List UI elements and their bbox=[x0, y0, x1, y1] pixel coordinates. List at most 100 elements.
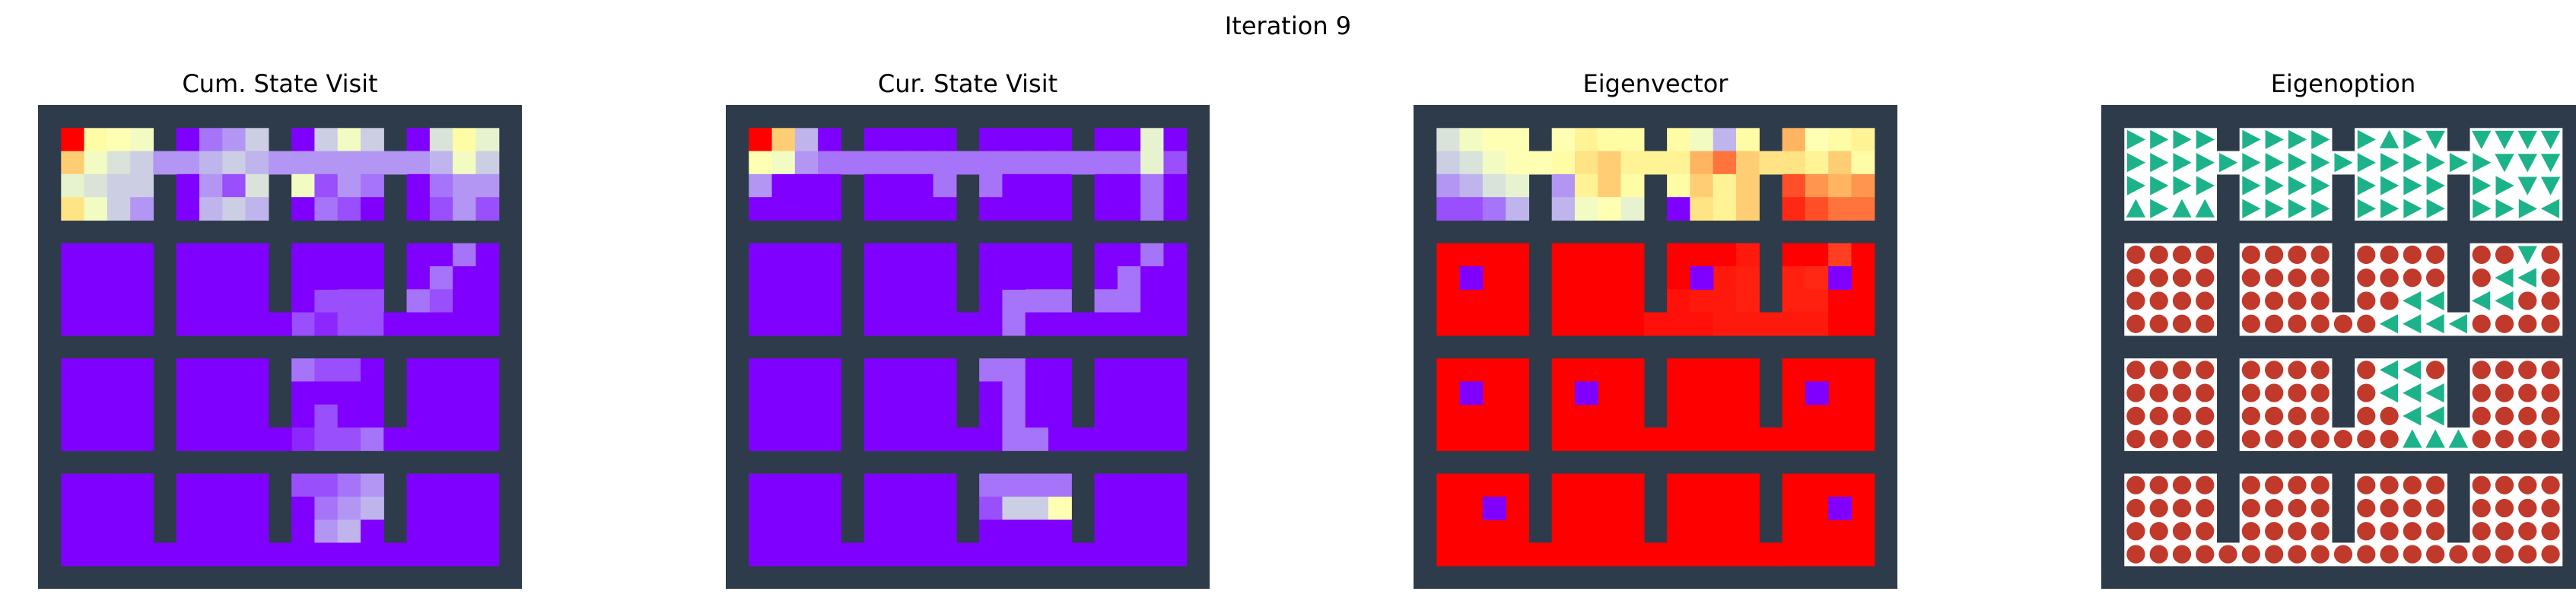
heatmap-cell bbox=[1851, 312, 1875, 336]
action-arrow-mark bbox=[2426, 152, 2445, 173]
heatmap-cell bbox=[453, 197, 477, 221]
heatmap-cell bbox=[245, 381, 269, 405]
heatmap-cell bbox=[910, 473, 934, 498]
action-arrow-mark bbox=[2495, 268, 2514, 288]
heatmap-cell bbox=[1782, 266, 1806, 290]
action-arrow-mark bbox=[2425, 383, 2444, 403]
heatmap-cell bbox=[749, 473, 773, 498]
terminate-mark bbox=[2541, 314, 2560, 333]
heatmap-cell bbox=[1690, 381, 1714, 405]
heatmap-cell bbox=[863, 128, 888, 152]
heatmap-cell bbox=[361, 542, 384, 567]
heatmap-cell bbox=[1736, 473, 1760, 498]
heatmap-cell bbox=[1782, 404, 1806, 428]
action-arrow-mark bbox=[2288, 176, 2307, 196]
heatmap-cell bbox=[1598, 428, 1622, 451]
heatmap-cell bbox=[1506, 404, 1530, 428]
terminate-mark bbox=[2196, 498, 2215, 518]
heatmap-cell bbox=[887, 173, 911, 198]
heatmap-cell bbox=[794, 473, 819, 498]
terminate-mark bbox=[2310, 383, 2330, 402]
heatmap-cell bbox=[1002, 128, 1026, 152]
action-arrow-mark bbox=[2357, 152, 2377, 173]
heatmap-cell bbox=[199, 289, 223, 313]
heatmap-cell bbox=[361, 243, 384, 267]
heatmap-cell bbox=[771, 243, 796, 267]
terminate-mark bbox=[2357, 361, 2376, 380]
heatmap-cell bbox=[1620, 312, 1645, 336]
heatmap-cell bbox=[771, 358, 796, 383]
heatmap-cell bbox=[910, 289, 934, 313]
terminate-mark bbox=[2288, 314, 2307, 333]
heatmap-cell bbox=[199, 151, 223, 175]
heatmap-cell bbox=[1551, 358, 1576, 383]
heatmap-cell bbox=[1459, 173, 1484, 198]
heatmap-cell bbox=[1117, 473, 1141, 498]
heatmap-cell bbox=[1482, 197, 1506, 221]
heatmap-cell bbox=[314, 243, 339, 267]
heatmap-cell bbox=[337, 197, 361, 221]
heatmap-cell bbox=[1598, 381, 1622, 405]
heatmap-cell bbox=[1736, 243, 1760, 267]
heatmap-cell bbox=[1713, 404, 1737, 428]
terminate-mark bbox=[2541, 475, 2560, 494]
heatmap-cell bbox=[406, 128, 431, 152]
doorway-cell bbox=[383, 428, 408, 451]
terminate-mark bbox=[2495, 522, 2514, 541]
heatmap-cell bbox=[1782, 128, 1806, 152]
heatmap-cell bbox=[1459, 542, 1484, 567]
doorway-cell bbox=[1643, 312, 1668, 336]
terminate-mark bbox=[2149, 269, 2168, 288]
heatmap-cell bbox=[453, 128, 477, 152]
terminate-mark bbox=[2196, 475, 2215, 494]
doorway-cell bbox=[841, 542, 865, 567]
heatmap-cell bbox=[1690, 473, 1714, 498]
action-arrow-mark bbox=[2495, 291, 2514, 311]
heatmap-cell bbox=[61, 197, 85, 221]
terminate-mark bbox=[2265, 383, 2284, 402]
heatmap-cell bbox=[1782, 428, 1806, 451]
heatmap-cell bbox=[794, 173, 819, 198]
terminate-mark bbox=[2265, 430, 2284, 449]
heatmap-cell bbox=[406, 542, 431, 567]
heatmap-cell bbox=[1782, 243, 1806, 267]
terminate-mark bbox=[2495, 383, 2514, 402]
heatmap-cell bbox=[1025, 473, 1049, 498]
doorway-cell bbox=[1828, 496, 1852, 520]
heatmap-cell bbox=[1713, 243, 1737, 267]
heatmap-cell bbox=[1025, 404, 1049, 428]
heatmap-cell bbox=[245, 520, 269, 544]
heatmap-cell bbox=[84, 520, 108, 544]
heatmap-cell bbox=[245, 173, 269, 198]
heatmap-cell bbox=[1620, 128, 1645, 152]
heatmap-cell bbox=[1713, 428, 1737, 451]
heatmap-cell bbox=[1025, 197, 1049, 221]
terminate-mark bbox=[2196, 383, 2215, 402]
action-arrow-mark bbox=[2403, 199, 2422, 219]
action-arrow-mark bbox=[2517, 154, 2538, 173]
action-arrow-mark bbox=[2242, 199, 2261, 219]
terminate-mark bbox=[2518, 522, 2537, 541]
heatmap-cell bbox=[1048, 404, 1072, 428]
heatmap-cell bbox=[1163, 542, 1188, 567]
heatmap-cell bbox=[291, 151, 316, 175]
terminate-mark bbox=[2541, 522, 2560, 541]
action-arrow-mark bbox=[2403, 429, 2422, 448]
terminate-mark bbox=[2196, 269, 2215, 288]
heatmap-cell bbox=[863, 243, 888, 267]
doorway-cell bbox=[1643, 542, 1668, 567]
terminate-mark bbox=[2126, 383, 2145, 402]
doorway-cell bbox=[1759, 428, 1783, 451]
heatmap-cell bbox=[1436, 542, 1461, 567]
action-arrow-mark bbox=[2196, 129, 2215, 150]
heatmap-cell bbox=[1736, 289, 1760, 313]
heatmap-cell bbox=[1506, 520, 1530, 544]
action-arrow-mark bbox=[2403, 383, 2422, 403]
heatmap-cell bbox=[863, 404, 888, 428]
doorway-cell bbox=[1459, 266, 1484, 290]
heatmap-cell bbox=[1459, 520, 1484, 544]
eigenoption-policy-map bbox=[2101, 105, 2576, 589]
heatmap-cell bbox=[1551, 173, 1576, 198]
heatmap-cell bbox=[771, 128, 796, 152]
heatmap-cell bbox=[1048, 128, 1072, 152]
